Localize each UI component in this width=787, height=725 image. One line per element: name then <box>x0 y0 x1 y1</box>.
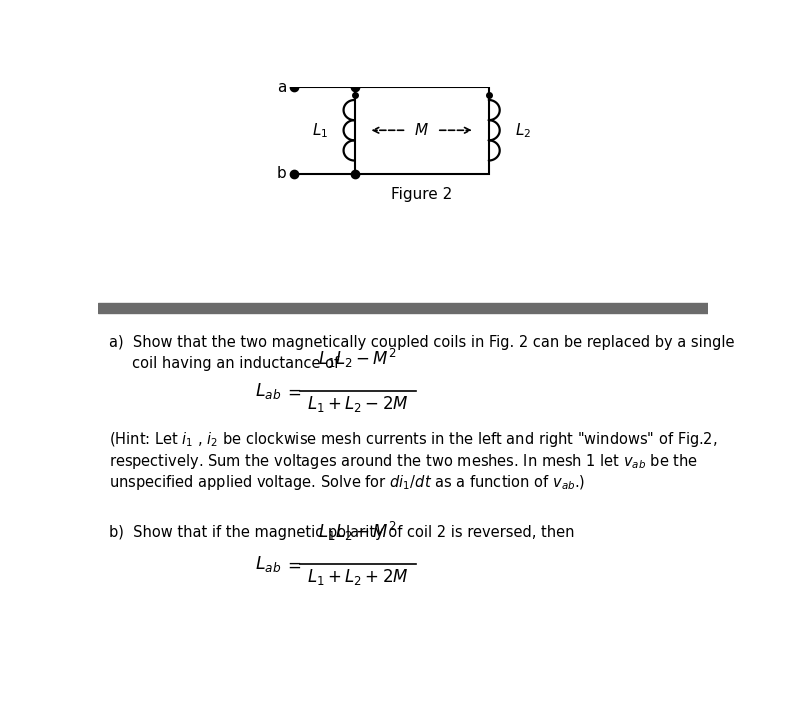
Text: coil having an inductance of: coil having an inductance of <box>109 356 339 371</box>
Bar <box>98 303 708 313</box>
Text: $M$: $M$ <box>414 123 429 138</box>
Text: $L_1 + L_2 - 2M$: $L_1 + L_2 - 2M$ <box>307 394 408 414</box>
Text: $L_1 + L_2 + 2M$: $L_1 + L_2 + 2M$ <box>307 567 408 587</box>
Text: $L_1L_2 - M^2$: $L_1L_2 - M^2$ <box>318 520 397 543</box>
Bar <box>354 87 489 173</box>
Text: (Hint: Let $i_1$ , $i_2$ be clockwise mesh currents in the left and right "windo: (Hint: Let $i_1$ , $i_2$ be clockwise me… <box>109 431 718 450</box>
Text: b: b <box>276 166 286 181</box>
Text: $=$: $=$ <box>284 382 301 400</box>
Text: respectively. Sum the voltages around the two meshes. In mesh 1 let $v_{ab}$ be : respectively. Sum the voltages around th… <box>109 452 698 471</box>
Text: unspecified applied voltage. Solve for $di_1/dt$ as a function of $v_{ab}$.): unspecified applied voltage. Solve for $… <box>109 473 586 492</box>
Text: $L_1L_2 - M^2$: $L_1L_2 - M^2$ <box>318 347 397 370</box>
Text: a: a <box>277 80 286 94</box>
Text: b)  Show that if the magnetic polarity of coil 2 is reversed, then: b) Show that if the magnetic polarity of… <box>109 525 575 540</box>
Text: a)  Show that the two magnetically coupled coils in Fig. 2 can be replaced by a : a) Show that the two magnetically couple… <box>109 336 735 350</box>
Text: $L_1$: $L_1$ <box>312 121 328 140</box>
Text: $L_{ab}$: $L_{ab}$ <box>255 381 282 401</box>
Text: Figure 2: Figure 2 <box>391 188 453 202</box>
Text: $L_{ab}$: $L_{ab}$ <box>255 555 282 574</box>
Text: $L_2$: $L_2$ <box>515 121 531 140</box>
Text: $=$: $=$ <box>284 555 301 573</box>
